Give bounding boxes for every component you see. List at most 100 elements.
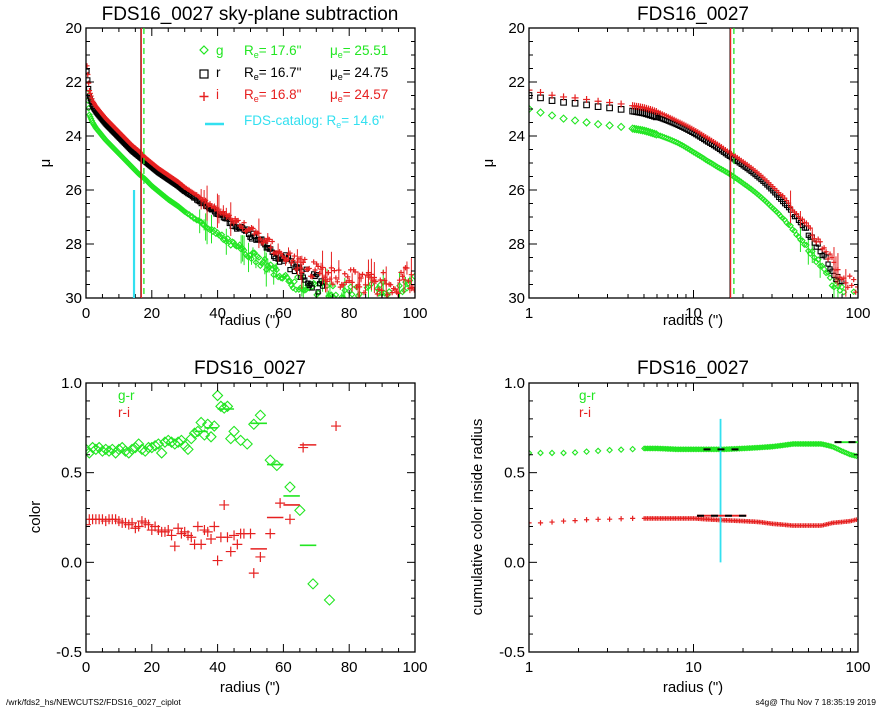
data-point-r — [300, 274, 306, 280]
data-point-g-r — [90, 443, 102, 456]
data-point-g-r — [182, 443, 194, 456]
data-point-i — [333, 275, 339, 281]
data-point-i — [411, 287, 415, 293]
data-point-i — [787, 204, 794, 210]
data-point-i — [240, 225, 246, 231]
data-point-g-r — [192, 425, 204, 438]
data-point-g-r — [122, 447, 135, 459]
data-point-i — [86, 80, 92, 86]
diamond-marker-icon — [199, 45, 209, 55]
data-point-g-r — [848, 451, 855, 459]
x-tick-label: 80 — [341, 659, 358, 676]
data-point-g-r — [307, 578, 319, 590]
data-point-i — [324, 278, 330, 285]
data-point-g — [285, 277, 292, 285]
legend-r-i: r-i — [118, 405, 130, 420]
data-point-r-i — [212, 555, 223, 566]
axes — [85, 27, 416, 299]
data-point-g-r — [234, 434, 247, 447]
data-point-g-r — [294, 504, 306, 517]
data-point-g — [291, 278, 298, 286]
data-point-i — [594, 97, 602, 105]
data-point-i — [87, 90, 93, 96]
data-point-i — [827, 251, 833, 257]
y-tick-label: 30 — [508, 290, 525, 307]
data-point-g — [822, 269, 830, 277]
y-axis-label: color — [27, 501, 44, 534]
data-point-g-r — [828, 443, 835, 450]
data-point-r-i — [607, 516, 613, 522]
x-tick-label: 40 — [209, 659, 226, 676]
y-tick-label: -0.5 — [499, 644, 525, 661]
data-point-g-r — [594, 447, 602, 455]
data-point-g-r — [846, 451, 853, 458]
data-point-i — [349, 279, 355, 286]
data-point-i — [330, 281, 336, 287]
series-r — [529, 92, 845, 285]
panel-cumulative-color: FDS16_0027 radius (") cumulative color i… — [469, 358, 871, 696]
data-point-g-r — [571, 449, 579, 456]
data-point-g-r — [254, 409, 267, 422]
data-point-r-i — [232, 539, 243, 550]
data-point-g — [184, 210, 192, 218]
data-point-g-r — [152, 438, 165, 450]
data-point-g-r — [205, 431, 217, 443]
y-tick-label: 28 — [508, 236, 525, 253]
data-point-g-r — [175, 434, 188, 447]
data-point-r — [309, 285, 315, 291]
data-point-r-i — [206, 534, 217, 545]
legend-g-r: g-r — [118, 388, 135, 403]
data-point-g-r — [208, 420, 221, 432]
data-point-i — [809, 232, 815, 238]
data-point-g-r — [136, 443, 148, 456]
data-point-i — [793, 211, 800, 217]
data-point-g-r — [132, 438, 145, 450]
legend-band-label: i — [216, 87, 219, 102]
series-i — [86, 63, 415, 298]
legend: g Re= 17.6" μe= 25.51 r Re= 16.7" μe= 24… — [199, 43, 388, 130]
data-point-g — [258, 260, 266, 267]
data-point-i — [851, 276, 857, 283]
data-point-g — [294, 273, 301, 281]
data-point-i — [408, 272, 414, 278]
data-point-g — [529, 104, 534, 114]
data-point-r — [318, 278, 324, 284]
x-tick-label: 1 — [525, 659, 533, 676]
data-point-r-i — [284, 514, 295, 525]
legend-g-r: g-r — [579, 388, 596, 403]
data-point-i — [398, 269, 404, 276]
series-g — [529, 104, 858, 298]
data-point-r-i — [169, 541, 180, 552]
data-point-g-r — [129, 441, 142, 454]
data-point-i — [287, 250, 293, 256]
data-point-i — [250, 225, 256, 232]
y-axis-label: μ — [480, 159, 497, 168]
series-g-r — [529, 440, 858, 460]
data-point-r-i — [630, 515, 636, 521]
legend-re: Re= 17.6" — [244, 43, 302, 60]
data-point-g — [616, 122, 626, 132]
data-point-i — [396, 277, 403, 283]
data-point-r-i — [192, 521, 203, 532]
data-point-i — [269, 238, 275, 245]
data-point-g — [341, 287, 349, 294]
data-point-g-r — [103, 445, 115, 457]
y-tick-label: 26 — [65, 182, 82, 199]
x-tick-label: 20 — [143, 659, 160, 676]
series-i — [529, 86, 858, 297]
data-point-g — [800, 241, 808, 248]
data-point-r-i — [572, 518, 578, 524]
data-point-g — [270, 271, 278, 279]
x-tick-label: 100 — [402, 305, 427, 322]
y-tick-label: 28 — [65, 236, 82, 253]
data-point-g-r — [142, 441, 155, 454]
data-point-g-r — [201, 418, 214, 431]
data-point-i — [257, 236, 263, 242]
data-point-i — [807, 225, 813, 231]
data-point-g — [214, 229, 221, 236]
data-point-r — [313, 272, 320, 278]
x-axis-label: radius (") — [663, 312, 723, 329]
data-point-g-r — [560, 449, 567, 457]
data-point-i — [571, 94, 579, 102]
y-axis-label: μ — [37, 159, 54, 168]
